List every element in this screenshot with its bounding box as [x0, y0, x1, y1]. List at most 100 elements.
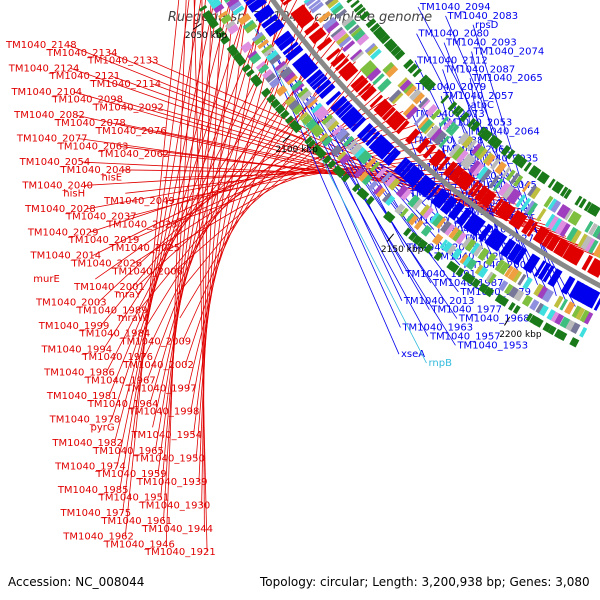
gene-feature [513, 289, 525, 302]
gene-feature [464, 238, 477, 252]
right-gene-label: TM1040_2055 [410, 162, 482, 173]
right-label-leader [269, 46, 429, 337]
gene-feature [551, 181, 561, 192]
gene-feature [412, 91, 425, 105]
gene-feature [343, 18, 357, 31]
gene-feature [413, 174, 429, 191]
left-gene-label: TM1040_2133 [87, 56, 159, 67]
gene-feature [587, 239, 599, 254]
gene-feature [418, 74, 429, 85]
gene-feature [372, 26, 385, 38]
left-gene-label: TM1040_2029 [27, 227, 99, 238]
gene-feature [361, 86, 377, 102]
gene-feature [543, 195, 554, 208]
gene-feature [330, 26, 344, 38]
gene-feature [340, 106, 358, 123]
gene-feature [506, 188, 519, 203]
gene-feature [369, 48, 382, 60]
gene-feature [589, 259, 600, 276]
gene-feature [342, 40, 356, 53]
gene-feature [274, 103, 286, 115]
gene-feature [369, 161, 381, 173]
gene-feature [563, 188, 572, 200]
gene-feature [461, 176, 476, 192]
gene-feature [537, 262, 552, 281]
gene-feature [573, 306, 586, 321]
gene-feature [564, 301, 573, 314]
gene-feature [547, 325, 557, 336]
right-gene-label: TM1040_1968 [458, 314, 530, 325]
gene-feature [257, 39, 270, 50]
gene-feature [423, 243, 434, 254]
gene-feature [474, 185, 490, 203]
gene-feature [447, 201, 463, 219]
left-gene-label: TM1040_2023 [106, 219, 178, 230]
gene-feature [566, 226, 578, 242]
gene-feature [407, 213, 419, 226]
left-gene-label: TM1040_1946 [103, 539, 175, 550]
right-gene-label: TM1040_2087 [444, 64, 516, 75]
right-gene-label: TM1040_2057 [442, 91, 514, 102]
gene-feature [422, 206, 434, 220]
gene-feature [402, 164, 419, 182]
gene-feature [261, 43, 273, 54]
gene-feature [553, 313, 565, 326]
left-gene-label: TM1040_1944 [141, 524, 213, 535]
gene-feature [513, 174, 524, 187]
gene-feature [446, 260, 455, 270]
gene-feature [487, 134, 499, 147]
gene-feature [359, 151, 373, 165]
left-gene-label: TM1040_2025 [109, 243, 181, 254]
scale-tick-label: 2100 kbp [275, 145, 318, 155]
left-gene-label: TM1040_1998 [128, 407, 200, 418]
gene-feature [428, 149, 442, 164]
left-gene-label: TM1040_1959 [95, 469, 167, 480]
gene-feature [546, 214, 559, 230]
gene-feature [248, 0, 267, 13]
gene-feature [425, 103, 438, 117]
gene-feature [327, 159, 337, 169]
gene-feature [321, 113, 334, 126]
gene-feature [360, 85, 375, 100]
gene-feature [437, 156, 451, 171]
gene-feature [478, 223, 493, 242]
gene-feature [353, 3, 364, 13]
gene-feature [442, 241, 453, 253]
gene-feature [467, 180, 480, 195]
right-gene-label: TM1040_1963 [401, 322, 473, 333]
gene-feature [383, 38, 395, 50]
left-gene-label: TM1040_1930 [139, 500, 211, 511]
left-gene-label: TM1040_2028 [24, 204, 96, 215]
gene-feature [569, 321, 581, 335]
gene-feature [443, 161, 458, 178]
gene-feature [224, 20, 236, 30]
gene-feature [334, 100, 351, 116]
gene-feature [462, 212, 478, 231]
gene-feature [415, 137, 431, 154]
gene-feature [507, 267, 520, 281]
left-label-leader [165, 0, 187, 545]
left-gene-label: TM1040_2148 [5, 40, 77, 51]
gene-feature [479, 128, 491, 140]
gene-feature [529, 186, 541, 200]
scale-tick-mark [282, 135, 291, 143]
gene-feature [490, 157, 501, 170]
gene-feature [500, 204, 516, 222]
gene-feature [208, 18, 219, 30]
left-gene-label: TM1040_1985 [57, 485, 129, 496]
gene-feature [549, 236, 561, 252]
gene-feature [457, 132, 470, 145]
gene-feature [454, 148, 469, 164]
tick-row-outer [346, 0, 600, 217]
gene-feature [381, 171, 392, 184]
gene-feature [395, 119, 410, 135]
gene-feature [489, 231, 505, 250]
gene-feature [470, 143, 482, 155]
gene-feature [448, 143, 461, 158]
right-gene-label: TM1040_2093 [445, 38, 517, 49]
gene-feature [330, 144, 343, 157]
scale-tick-label: 2200 kbp [499, 330, 542, 340]
right-gene-label: xseA [401, 349, 425, 360]
left-gene-label: TM1040_2063 [57, 141, 129, 152]
gene-feature [403, 58, 414, 70]
